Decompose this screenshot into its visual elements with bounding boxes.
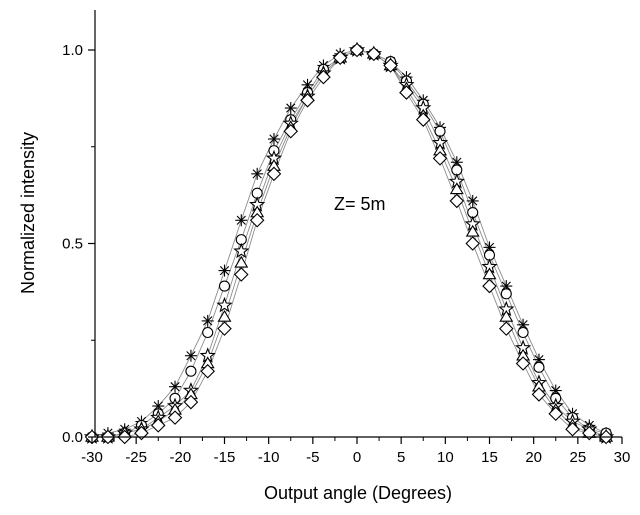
data-point-diamond: [399, 85, 414, 100]
data-point-triangle: [482, 267, 497, 280]
series-asterisk: [91, 49, 607, 438]
data-point-diamond: [465, 236, 480, 251]
data-point-asterisk-stroke: [236, 215, 246, 225]
series-line: [92, 49, 607, 438]
x-tick-label: -10: [258, 449, 280, 466]
axes: [94, 10, 622, 438]
data-point-asterisk-stroke: [153, 401, 163, 411]
data-point-triangle: [499, 309, 514, 322]
series-line: [91, 49, 607, 438]
data-point-diamond: [531, 387, 547, 402]
data-point-diamond: [499, 321, 514, 336]
data-point-asterisk-stroke: [534, 354, 544, 365]
series-circle: [92, 49, 607, 438]
data-point-asterisk-stroke: [170, 382, 180, 392]
data-point-circle: [517, 326, 529, 339]
data-point-asterisk-stroke: [203, 316, 213, 326]
data-point-diamond: [150, 418, 166, 433]
data-point-diamond: [217, 321, 232, 336]
data-point-circle: [202, 326, 214, 339]
data-point-diamond: [349, 42, 365, 58]
data-point-asterisk-stroke: [186, 351, 196, 361]
data-point-asterisk-stroke: [518, 320, 528, 330]
data-point-diamond: [300, 93, 315, 108]
series-line: [92, 49, 607, 438]
data-point-diamond: [332, 50, 348, 66]
x-tick-label: -20: [169, 449, 191, 466]
data-point-diamond: [167, 410, 183, 425]
x-tick-label: -25: [125, 449, 147, 466]
x-tick-label: 20: [525, 449, 542, 466]
x-tick-label: 10: [437, 449, 454, 466]
y-tick-label: 1.0: [62, 42, 83, 59]
data-point-asterisk-stroke: [252, 169, 262, 179]
data-point-asterisk-stroke: [551, 385, 561, 396]
data-point-diamond: [582, 425, 597, 441]
x-tick-label: -15: [214, 449, 236, 466]
ticks: -30 -25 -20 -15 -10 -5 0 5 10 15 20 25 30 0.0 0.5 1.0: [62, 42, 630, 466]
x-tick-label: 25: [569, 449, 586, 466]
data-point-asterisk-stroke: [452, 157, 462, 167]
series-line: [92, 49, 607, 438]
series-markers-star: [83, 41, 615, 444]
data-point-asterisk-stroke: [484, 242, 495, 253]
series-triangle: [92, 49, 607, 438]
data-point-diamond: [548, 406, 564, 422]
plot-area: [83, 41, 615, 445]
data-point-diamond: [183, 394, 199, 410]
data-point-diamond: [266, 166, 282, 182]
x-tick-label: 0: [353, 449, 361, 466]
data-point-circle: [218, 280, 231, 292]
data-point-diamond: [565, 421, 580, 437]
data-point-asterisk-stroke: [501, 281, 511, 291]
data-point-asterisk-stroke: [302, 80, 313, 90]
x-tick-label: -30: [81, 449, 103, 466]
data-point-asterisk-stroke: [269, 134, 279, 144]
y-tick-label: 0.0: [62, 429, 83, 446]
data-point-diamond: [366, 46, 382, 62]
y-tick-label: 0.5: [62, 236, 83, 253]
data-point-circle: [500, 288, 512, 300]
data-point-circle: [533, 361, 545, 373]
x-tick-label: 5: [397, 449, 405, 466]
x-axis-label: Output angle (Degrees): [264, 483, 452, 503]
data-point-triangle: [465, 224, 480, 237]
x-tick-label: 15: [481, 449, 498, 466]
annotation-text: Z= 5m: [334, 194, 386, 214]
data-point-asterisk-stroke: [219, 265, 230, 276]
data-point-diamond: [134, 425, 149, 441]
data-point-diamond: [234, 267, 249, 282]
series-markers-diamond: [84, 42, 614, 445]
data-point-circle: [185, 365, 197, 377]
data-point-diamond: [482, 278, 497, 294]
y-axis-label: Normalized intensity: [18, 132, 38, 294]
data-point-diamond: [383, 58, 398, 73]
x-tick-label: 30: [614, 449, 631, 466]
data-point-triangle: [217, 309, 232, 322]
data-point-asterisk-stroke: [286, 103, 296, 113]
series-star: [92, 49, 607, 438]
data-point-diamond: [200, 363, 215, 379]
data-point-diamond: [316, 69, 331, 85]
series-line: [92, 49, 607, 438]
data-point-diamond: [415, 112, 431, 127]
data-point-diamond: [249, 213, 265, 228]
data-point-star: [216, 296, 233, 313]
data-point-asterisk-stroke: [468, 196, 478, 206]
data-point-triangle: [449, 182, 464, 195]
x-tick-label: -5: [306, 449, 319, 466]
series-diamond: [92, 49, 607, 438]
data-point-triangle: [234, 255, 249, 268]
data-point-diamond: [432, 151, 448, 166]
data-point-diamond: [283, 123, 299, 139]
data-point-diamond: [449, 193, 465, 209]
data-point-star: [233, 242, 250, 259]
data-point-diamond: [515, 356, 531, 371]
